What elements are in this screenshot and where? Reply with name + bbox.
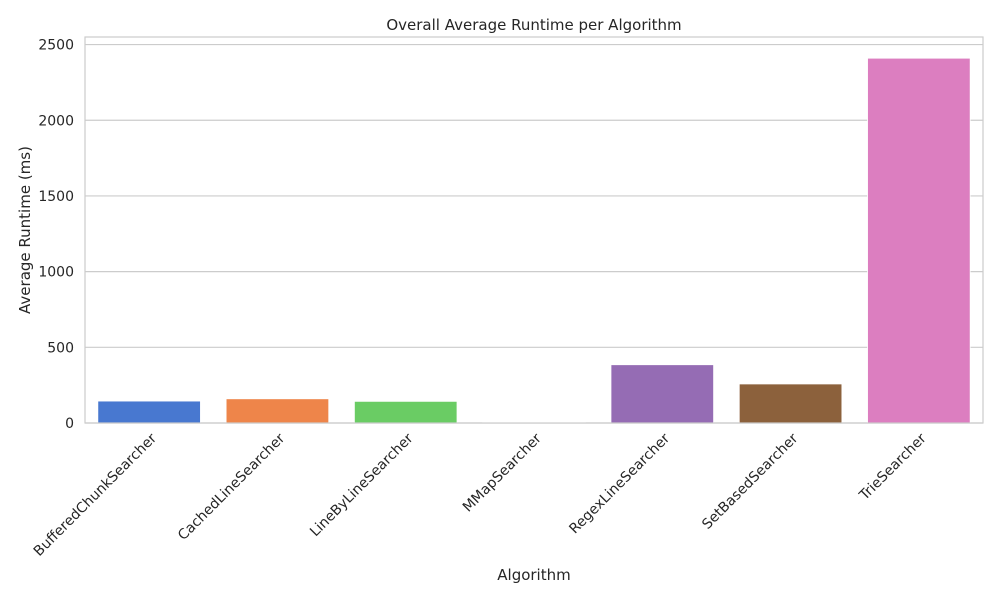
y-tick-label: 2000: [38, 113, 74, 129]
y-tick-label: 500: [47, 340, 74, 356]
bar-regexlinesearcher: [610, 364, 715, 424]
x-tick-label: CachedLineSearcher: [175, 430, 288, 543]
bar-linebylinesearcher: [353, 400, 458, 424]
y-ticks: 0 500 1000 1500 2000 2500: [38, 38, 74, 432]
y-tick-label: 1500: [38, 189, 74, 205]
plot-frame: [84, 36, 984, 424]
bar-bufferedchunksearcher: [97, 400, 201, 424]
y-tick-label: 2500: [38, 38, 74, 54]
x-tick-label: TrieSearcher: [856, 430, 930, 504]
bar-cachedlinesearcher: [225, 398, 330, 424]
bar-setbasedsearcher: [738, 383, 843, 424]
x-tick-label: SetBasedSearcher: [699, 430, 801, 532]
grid: [85, 43, 983, 424]
y-tick-label: 0: [65, 416, 74, 432]
chart-title: Overall Average Runtime per Algorithm: [386, 16, 681, 34]
x-tick-label: BufferedChunkSearcher: [31, 430, 160, 559]
bar-triesearcher: [867, 57, 971, 424]
x-tick-label: LineByLineSearcher: [307, 430, 417, 540]
bars: [97, 57, 971, 424]
x-tick-label: MMapSearcher: [460, 430, 545, 515]
y-axis-label: Average Runtime (ms): [16, 146, 34, 314]
x-axis-label: Algorithm: [497, 566, 570, 584]
x-tick-label: RegexLineSearcher: [566, 430, 673, 537]
x-ticks: BufferedChunkSearcher CachedLineSearcher L…: [31, 430, 930, 559]
y-tick-label: 1000: [38, 265, 74, 281]
